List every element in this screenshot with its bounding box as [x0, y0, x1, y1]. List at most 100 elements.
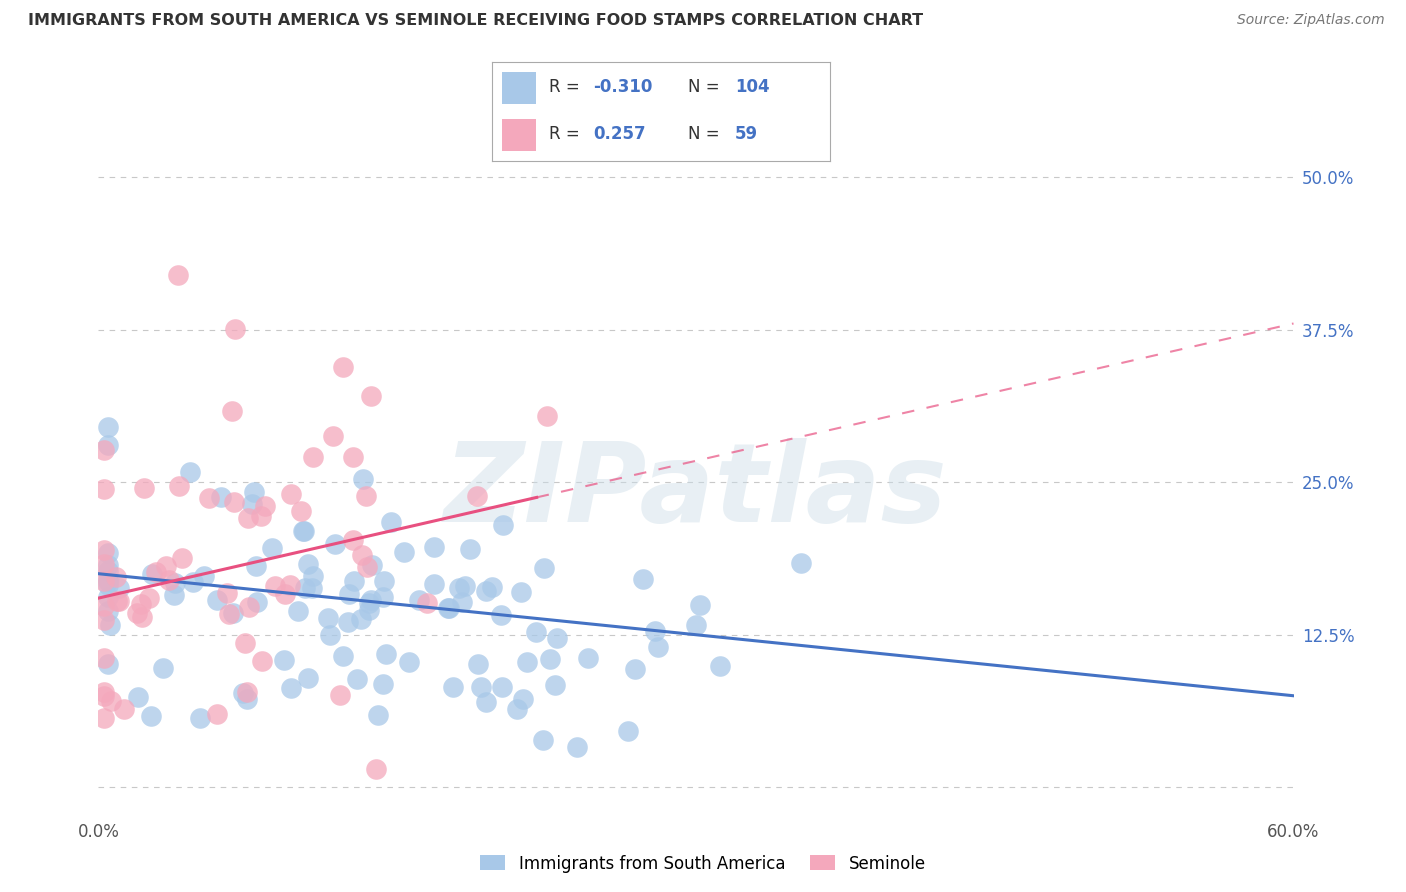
- Point: [367, 708, 389, 723]
- Bar: [502, 72, 536, 103]
- Point: [108, 581, 131, 595]
- Point: [179, 465, 201, 479]
- Point: [352, 472, 374, 486]
- Point: [294, 581, 316, 595]
- Point: [250, 654, 273, 668]
- Point: [280, 681, 302, 695]
- Point: [287, 604, 309, 618]
- Point: [100, 618, 122, 632]
- Point: [97, 546, 120, 560]
- Point: [373, 590, 395, 604]
- Text: -0.310: -0.310: [593, 78, 652, 96]
- Point: [193, 569, 215, 583]
- Text: R =: R =: [550, 78, 581, 96]
- Point: [97, 564, 120, 578]
- Point: [224, 321, 246, 335]
- Point: [232, 686, 254, 700]
- Point: [245, 559, 267, 574]
- Point: [221, 404, 243, 418]
- Point: [512, 692, 534, 706]
- Point: [105, 594, 128, 608]
- Point: [250, 509, 273, 524]
- Point: [93, 685, 115, 699]
- Point: [138, 591, 160, 606]
- Point: [97, 574, 120, 589]
- Point: [93, 543, 115, 558]
- Point: [373, 677, 395, 691]
- Point: [167, 268, 190, 282]
- Text: 104: 104: [735, 78, 769, 96]
- Point: [356, 489, 378, 503]
- Point: [506, 701, 529, 715]
- Text: 0.257: 0.257: [593, 125, 645, 143]
- Point: [280, 578, 302, 592]
- Legend: Immigrants from South America, Seminole: Immigrants from South America, Seminole: [474, 848, 932, 880]
- Point: [108, 594, 131, 608]
- Point: [209, 490, 232, 504]
- Point: [481, 580, 503, 594]
- Point: [97, 577, 120, 591]
- Point: [292, 524, 315, 538]
- Point: [100, 694, 122, 708]
- Point: [93, 613, 115, 627]
- Point: [332, 648, 354, 663]
- Point: [533, 560, 555, 574]
- Point: [454, 579, 477, 593]
- Point: [260, 541, 283, 555]
- Bar: [502, 120, 536, 151]
- Point: [301, 450, 323, 464]
- Point: [441, 680, 464, 694]
- Point: [323, 537, 346, 551]
- Point: [357, 596, 380, 610]
- Point: [198, 491, 221, 505]
- Point: [222, 606, 245, 620]
- Point: [297, 671, 319, 685]
- Point: [181, 575, 204, 590]
- Point: [93, 690, 115, 704]
- Point: [356, 560, 378, 574]
- Point: [222, 495, 245, 509]
- Point: [318, 610, 340, 624]
- Point: [217, 586, 239, 600]
- Point: [631, 572, 654, 586]
- Point: [337, 587, 360, 601]
- Point: [544, 678, 567, 692]
- Point: [93, 557, 115, 571]
- Point: [392, 545, 415, 559]
- Point: [350, 612, 373, 626]
- Point: [465, 489, 488, 503]
- Point: [145, 565, 167, 579]
- Point: [644, 624, 666, 638]
- Point: [322, 429, 344, 443]
- Point: [127, 690, 149, 704]
- Point: [233, 635, 256, 649]
- Point: [97, 558, 120, 573]
- Point: [280, 487, 302, 501]
- Point: [238, 600, 260, 615]
- Point: [240, 496, 263, 510]
- Point: [97, 657, 120, 671]
- Point: [273, 653, 295, 667]
- Point: [346, 673, 368, 687]
- Point: [319, 628, 342, 642]
- Point: [301, 569, 323, 583]
- Point: [253, 500, 276, 514]
- Point: [205, 707, 228, 722]
- Point: [167, 479, 190, 493]
- Point: [93, 711, 115, 725]
- Point: [337, 615, 360, 630]
- Point: [290, 504, 312, 518]
- Point: [332, 360, 354, 375]
- Point: [458, 541, 481, 556]
- Point: [524, 624, 547, 639]
- Point: [104, 570, 127, 584]
- Point: [576, 651, 599, 665]
- Point: [531, 733, 554, 747]
- Point: [408, 593, 430, 607]
- Point: [567, 740, 589, 755]
- Point: [510, 585, 533, 599]
- Point: [617, 724, 640, 739]
- Point: [163, 588, 186, 602]
- Point: [97, 573, 120, 587]
- Text: Source: ZipAtlas.com: Source: ZipAtlas.com: [1237, 13, 1385, 28]
